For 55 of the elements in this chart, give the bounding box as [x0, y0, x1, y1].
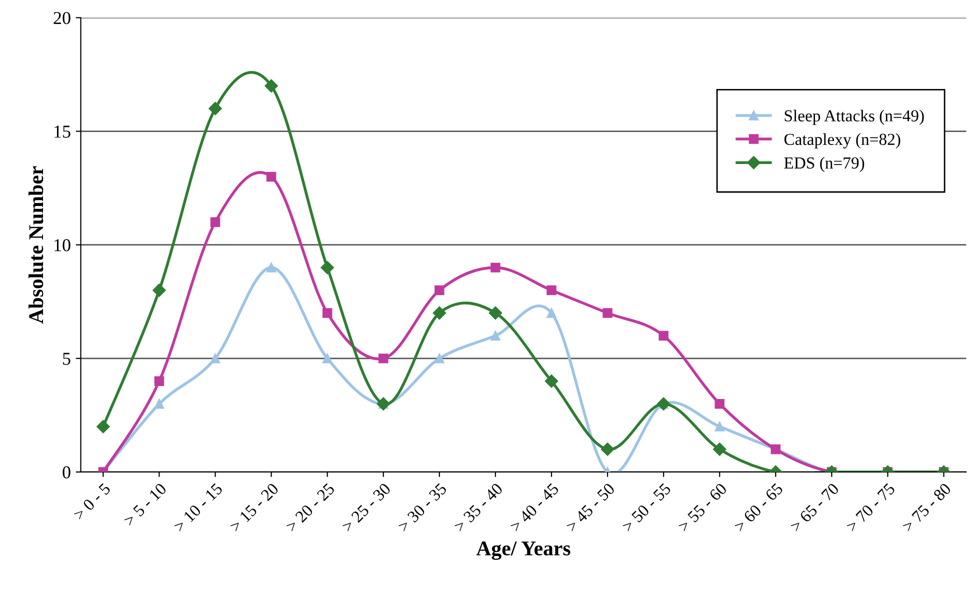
point	[602, 308, 612, 318]
y-tick-label: 5	[63, 352, 70, 365]
point	[600, 442, 614, 456]
point	[546, 308, 556, 318]
y-axis-title: Absolute Number	[28, 166, 44, 324]
point	[713, 442, 726, 456]
point	[714, 398, 724, 409]
point	[432, 306, 446, 320]
point	[322, 308, 332, 318]
x-tick-label: > 0 - 5	[72, 482, 112, 521]
point	[154, 398, 164, 409]
x-tick-label: > 50 - 55	[622, 482, 672, 532]
point	[266, 262, 276, 272]
point	[378, 354, 388, 364]
y-tick-label: 10	[54, 239, 70, 252]
y-tick-label: 15	[54, 126, 70, 138]
point	[322, 354, 332, 364]
point	[658, 330, 668, 341]
x-tick-label: > 75 - 80	[902, 482, 952, 532]
point	[488, 306, 502, 320]
x-tick-label: > 65 - 70	[790, 482, 840, 532]
point	[434, 354, 444, 364]
point	[546, 285, 556, 296]
x-tick-label: > 40 - 45	[509, 482, 560, 532]
legend-label: EDS (n=79)	[784, 156, 864, 172]
x-tick-label: > 20 - 25	[285, 482, 336, 532]
point	[434, 285, 444, 296]
x-tick-label: > 45 - 50	[565, 482, 616, 532]
x-tick-label: > 35 - 40	[453, 482, 504, 532]
point	[210, 354, 220, 364]
point	[266, 172, 276, 182]
y-tick-label: 20	[54, 12, 70, 24]
point	[152, 284, 166, 297]
y-tick-label: 0	[62, 466, 70, 478]
point	[264, 79, 278, 92]
point	[714, 422, 724, 432]
point	[320, 260, 334, 274]
x-tick-label: > 70 - 75	[846, 482, 896, 532]
x-tick-label: > 60 - 65	[734, 482, 784, 532]
legend-label: Sleep Attacks (n=49)	[784, 110, 924, 125]
x-tick-label: > 25 - 30	[341, 482, 392, 532]
x-tick-label: > 10 - 15	[173, 482, 224, 532]
point	[210, 217, 220, 227]
point	[208, 102, 222, 116]
x-tick-label: > 30 - 35	[397, 482, 448, 532]
x-tick-label: > 55 - 60	[678, 482, 728, 532]
x-tick-label: > 15 - 20	[229, 482, 280, 532]
point	[544, 374, 558, 388]
legend-label: Cataplexy (n=82)	[784, 133, 900, 148]
x-axis-title: Age/ Years	[476, 541, 570, 560]
point	[490, 330, 500, 341]
point	[490, 262, 500, 272]
point	[96, 420, 110, 434]
x-tick-label: > 5 - 10	[123, 482, 168, 527]
point	[154, 376, 164, 386]
